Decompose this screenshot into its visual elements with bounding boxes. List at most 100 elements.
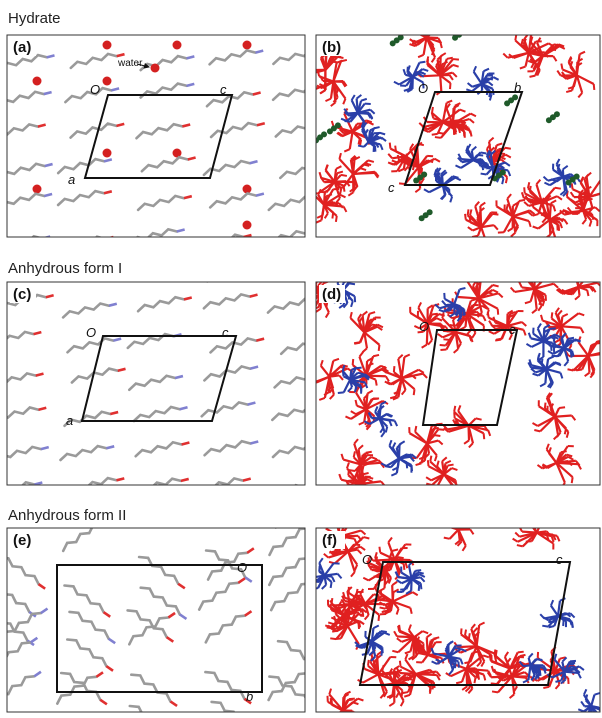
bond <box>493 317 495 323</box>
bond <box>256 339 264 341</box>
bond <box>368 660 369 666</box>
bond <box>369 312 375 314</box>
bond <box>175 376 183 378</box>
bond <box>545 235 550 238</box>
bond <box>437 461 439 467</box>
bond <box>338 517 342 521</box>
bond <box>525 302 531 304</box>
bond <box>506 155 511 158</box>
bond <box>522 287 535 288</box>
bond <box>428 460 429 466</box>
bond <box>253 268 261 270</box>
bond <box>36 374 44 376</box>
molecule <box>269 677 308 704</box>
bond <box>312 588 318 589</box>
bond <box>118 369 126 371</box>
bond <box>440 350 446 351</box>
bond <box>363 578 368 581</box>
bond <box>551 200 556 203</box>
bond <box>471 114 476 117</box>
bond <box>467 276 469 281</box>
bond <box>506 177 507 183</box>
bond <box>312 280 313 286</box>
bond <box>177 230 185 232</box>
bond <box>544 177 548 181</box>
bond <box>379 345 380 351</box>
bond <box>582 219 586 224</box>
bond <box>477 275 482 279</box>
bond <box>572 415 576 420</box>
bond <box>374 127 380 128</box>
bond <box>497 143 503 145</box>
bond <box>454 105 459 108</box>
bond <box>379 547 380 553</box>
bond <box>327 340 335 342</box>
water-oxygen <box>335 122 341 128</box>
bond <box>555 340 560 343</box>
bond <box>483 655 489 657</box>
bond <box>250 295 258 297</box>
molecule <box>129 376 175 390</box>
bond <box>326 194 332 196</box>
bond <box>412 465 413 471</box>
bond <box>117 54 125 56</box>
bond <box>432 107 433 113</box>
bond <box>361 99 367 101</box>
axis-label: c <box>220 82 227 97</box>
bond <box>382 665 383 671</box>
bond <box>550 220 551 235</box>
molecule <box>138 196 184 210</box>
bond <box>392 585 393 601</box>
bond <box>481 276 486 279</box>
bond <box>347 503 353 504</box>
bond <box>250 441 258 443</box>
water-oxygen <box>151 64 160 73</box>
bond <box>311 186 312 192</box>
molecule <box>210 193 256 207</box>
bond <box>517 545 523 546</box>
molecule <box>137 266 183 280</box>
bond <box>339 305 344 308</box>
bond <box>318 406 326 408</box>
molecule <box>68 338 114 352</box>
bond <box>344 186 345 192</box>
bond <box>594 693 600 695</box>
bond <box>370 319 376 320</box>
molecule <box>0 332 34 346</box>
molecule <box>131 675 170 702</box>
molecule <box>206 616 245 643</box>
molecule <box>269 196 315 210</box>
bond <box>519 282 522 287</box>
bond <box>469 443 473 447</box>
molecule <box>269 558 308 585</box>
bond <box>250 161 258 163</box>
bond <box>355 565 357 571</box>
bond <box>361 463 381 465</box>
bond <box>409 625 411 631</box>
bond <box>351 572 355 577</box>
bond <box>386 427 387 433</box>
bond <box>180 407 188 409</box>
water-oxygen <box>554 111 560 117</box>
bond <box>350 312 351 318</box>
bond <box>460 517 466 519</box>
bond <box>489 138 494 142</box>
bond <box>544 183 549 186</box>
bond <box>586 694 587 700</box>
bond <box>320 482 328 484</box>
bond <box>381 631 387 632</box>
figure: Hydrate(a)waterOca(b)ObcAnhydrous form I… <box>0 0 602 718</box>
bond <box>388 162 394 164</box>
bond <box>96 672 103 677</box>
bond <box>343 376 350 379</box>
bond <box>340 188 341 194</box>
bond <box>419 370 424 373</box>
bond <box>104 612 111 617</box>
bond <box>444 538 450 539</box>
bond <box>339 153 341 159</box>
bond <box>433 17 439 18</box>
bond <box>460 514 465 517</box>
bond <box>566 91 572 93</box>
bond <box>358 614 364 615</box>
bond <box>31 638 38 643</box>
